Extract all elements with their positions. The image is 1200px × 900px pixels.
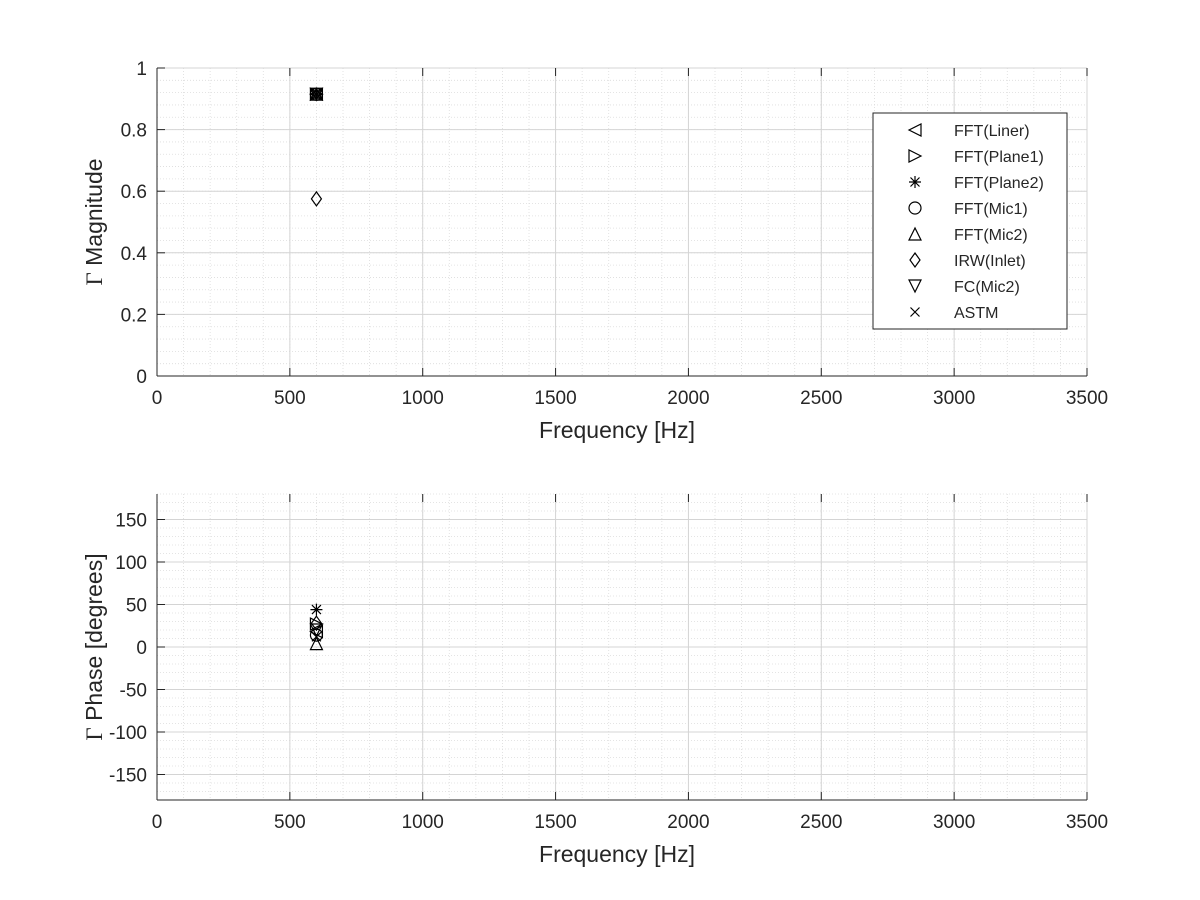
legend-entry-label: FFT(Plane1) [954, 149, 1044, 166]
x-tick-label: 1500 [534, 388, 576, 409]
y-tick-label: -50 [120, 681, 147, 702]
legend-entry-label: FFT(Liner) [954, 123, 1030, 140]
x-tick-label: 2500 [800, 812, 842, 833]
y-tick-label: 0.2 [121, 305, 147, 326]
x-tick-label: 3000 [933, 812, 975, 833]
legend-marker-triangle-up [908, 226, 922, 241]
y-tick-label: 100 [115, 553, 147, 574]
legend-entry-label: FFT(Mic1) [954, 201, 1028, 218]
y-tick-label: 150 [115, 511, 147, 532]
legend-marker-diamond [909, 251, 921, 269]
data-points [309, 86, 324, 207]
legend-entry-label: FC(Mic2) [954, 279, 1020, 296]
y-tick-label: 0.6 [121, 182, 147, 203]
data-point-circle [309, 628, 324, 642]
legend-entry-label: FFT(Plane2) [954, 175, 1044, 192]
x-tick-label: 1000 [402, 388, 444, 409]
x-tick-label: 2000 [667, 812, 709, 833]
data-point-cross [311, 631, 322, 642]
y-tick-label: 0 [136, 367, 147, 388]
x-tick-label: 0 [152, 388, 163, 409]
legend-marker-cross [910, 307, 920, 317]
data-point-cross [311, 89, 322, 100]
legend-entry-label: IRW(Inlet) [954, 253, 1026, 270]
y-tick-label: 0.8 [121, 121, 147, 142]
data-point-diamond [310, 615, 323, 632]
data-point-diamond [310, 190, 323, 207]
x-tick-label: 3000 [933, 388, 975, 409]
y-tick-label: -150 [109, 766, 147, 787]
y-tick-label: 0 [136, 638, 147, 659]
x-tick-label: 2500 [800, 388, 842, 409]
x-tick-label: 1500 [534, 812, 576, 833]
y-tick-label: 1 [136, 59, 147, 80]
y-tick-label: -100 [109, 723, 147, 744]
data-point-triangle-up [309, 636, 324, 651]
y-tick-label: 50 [126, 596, 147, 617]
y-axis-label-text: Magnitude [81, 158, 107, 272]
legend: FFT(Liner) FFT(Plane1) FFT(Plane2) FFT(Mic1… [872, 112, 1068, 330]
x-axis-label: Frequency [Hz] [539, 417, 695, 443]
y-axis-label-symbol: Γ [82, 727, 107, 740]
x-tick-label: 0 [152, 812, 163, 833]
legend-marker-asterisk [909, 176, 921, 188]
x-tick-label: 1000 [402, 812, 444, 833]
x-tick-label: 500 [274, 388, 306, 409]
y-axis-label-symbol: Γ [82, 272, 107, 285]
legend-entry-label: FFT(Mic2) [954, 227, 1028, 244]
legend-marker-triangle-right [908, 149, 923, 163]
x-tick-label: 3500 [1066, 812, 1108, 833]
x-axis-label: Frequency [Hz] [539, 841, 695, 867]
x-tick-label: 3500 [1066, 388, 1108, 409]
data-point-triangle-down [309, 87, 324, 102]
y-axis-label: Γ Magnitude [81, 158, 107, 285]
data-point-triangle-down [309, 623, 324, 638]
x-tick-label: 500 [274, 812, 306, 833]
legend-box [872, 112, 1068, 330]
magnitude-plot: 0 500 1000 1500 2000 2500 3000 3500 0 0.2 0.4 0.6 0.… [81, 59, 1108, 443]
phase-plot: 0 500 1000 1500 2000 2500 3000 3500 -150 -100 -50 0… [81, 493, 1108, 867]
y-axis-label-text: Phase [degrees] [81, 553, 107, 727]
legend-marker-circle [908, 201, 922, 215]
legend-entry-label: ASTM [954, 305, 998, 322]
x-tick-label: 2000 [667, 388, 709, 409]
y-tick-label: 0.4 [121, 244, 148, 265]
data-point-asterisk [310, 603, 323, 616]
data-points [309, 603, 324, 651]
y-axis-label: Γ Phase [degrees] [81, 553, 107, 740]
legend-marker-triangle-left [907, 123, 922, 137]
legend-marker-triangle-down [908, 279, 922, 294]
